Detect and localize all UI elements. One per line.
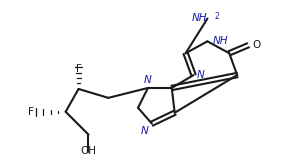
Text: F: F bbox=[28, 107, 34, 117]
Text: NH: NH bbox=[192, 13, 207, 22]
Text: OH: OH bbox=[80, 146, 97, 156]
Text: 2: 2 bbox=[215, 12, 219, 20]
Text: F: F bbox=[76, 64, 82, 74]
Text: N: N bbox=[141, 126, 149, 136]
Text: N: N bbox=[196, 70, 204, 80]
Text: O: O bbox=[252, 40, 260, 50]
Text: N: N bbox=[144, 75, 152, 85]
Text: NH: NH bbox=[213, 36, 228, 46]
